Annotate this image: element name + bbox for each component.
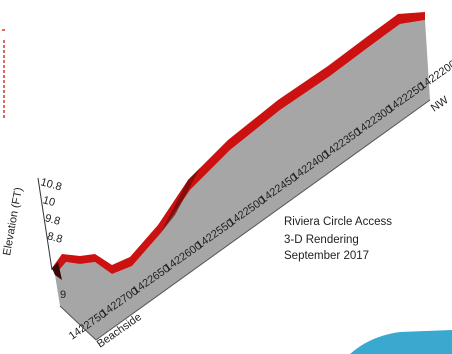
y-tick-label: 9.8 (44, 212, 62, 228)
caption-line: September 2017 (284, 250, 369, 262)
base-edge (95, 99, 431, 341)
caption-line: 3-D Rendering (284, 234, 359, 246)
base-label: 9 (60, 289, 66, 301)
terrain-shadow (160, 168, 200, 234)
terrain-face (55, 20, 430, 340)
y-tick-label: 10.8 (39, 176, 63, 193)
clip-box (2, 29, 6, 120)
base-edge (59, 305, 97, 341)
y-tick-label: 10 (41, 194, 56, 209)
y-axis (37, 177, 53, 271)
cyan-shape (350, 330, 452, 354)
y-axis-title: Elevation (FT) (1, 186, 25, 256)
terrain-corner (52, 262, 62, 280)
caption-line: Riviera Circle Access (284, 216, 392, 228)
x-end-label: NW (429, 94, 451, 115)
y-tick-label: 8.8 (46, 230, 64, 246)
